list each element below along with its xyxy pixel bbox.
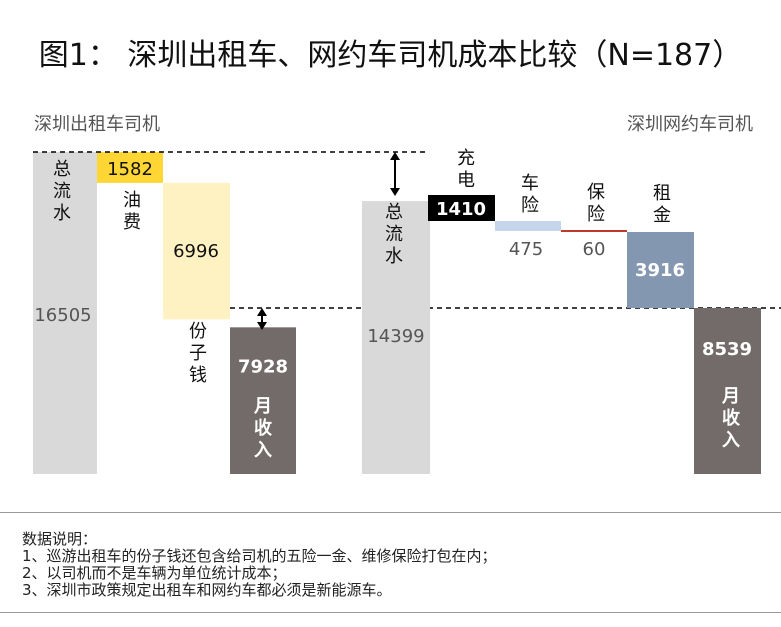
taxi-fee-label: 份 bbox=[189, 321, 207, 342]
taxi-fuel-value: 1582 bbox=[107, 159, 153, 180]
taxi-fuel-label: 费 bbox=[123, 212, 141, 233]
taxi-income-diff-arrow bbox=[257, 308, 267, 316]
taxi-total-label: 总 bbox=[53, 159, 71, 180]
ridehail-carins-label: 险 bbox=[521, 195, 539, 216]
ridehail-total-diff-arrow bbox=[390, 188, 400, 196]
taxi-fuel-label: 油 bbox=[123, 190, 141, 211]
notes-bottom-divider bbox=[0, 612, 781, 613]
group-label-taxi: 深圳出租车司机 bbox=[34, 114, 160, 135]
taxi-total-value: 16505 bbox=[34, 305, 91, 326]
taxi-income-label: 月 bbox=[253, 396, 272, 417]
ridehail-income-label: 入 bbox=[722, 430, 740, 451]
notes-line-1: 1、巡游出租车的份子钱还包含给司机的五险一金、维修保险打包在内； bbox=[22, 547, 497, 565]
taxi-total-bar bbox=[33, 152, 97, 474]
ridehail-rent-label: 金 bbox=[653, 205, 671, 226]
taxi-fee-label: 子 bbox=[189, 343, 207, 364]
taxi-income-label: 入 bbox=[254, 440, 272, 461]
taxi-fee-bar bbox=[163, 182, 230, 320]
taxi-fuel-bar bbox=[97, 152, 163, 183]
taxi-income-bar bbox=[230, 327, 296, 474]
ridehail-income-value: 8539 bbox=[702, 339, 752, 360]
ridehail-total-label: 水 bbox=[385, 246, 403, 267]
ridehail-carins-bar bbox=[495, 221, 561, 231]
ridehail-carins-label: 车 bbox=[521, 173, 539, 194]
chart-title: 图1： 深圳出租车、网约车司机成本比较（N=187） bbox=[38, 38, 743, 73]
ridehail-charging-value: 1410 bbox=[436, 199, 486, 220]
taxi-income-label: 收 bbox=[254, 417, 272, 439]
ridehail-insurance-label: 保 bbox=[587, 182, 605, 203]
taxi-total-label: 水 bbox=[53, 203, 71, 224]
taxi-total-label: 流 bbox=[53, 181, 71, 202]
ridehail-rent-value: 3916 bbox=[635, 260, 685, 281]
data-notes: 数据说明： 1、巡游出租车的份子钱还包含给司机的五险一金、维修保险打包在内； 2… bbox=[22, 531, 497, 599]
ridehail-total-label: 总 bbox=[385, 202, 403, 223]
taxi-income-value: 7928 bbox=[238, 356, 288, 377]
taxi-fee-label: 钱 bbox=[189, 365, 207, 386]
notes-line-2: 2、以司机而不是车辆为单位统计成本； bbox=[22, 564, 287, 582]
notes-top-divider bbox=[0, 512, 781, 513]
ridehail-insurance-bar bbox=[561, 230, 627, 232]
ridehail-insurance-value: 60 bbox=[583, 239, 606, 260]
ridehail-total-value: 14399 bbox=[367, 326, 424, 347]
ridehail-charging-bar bbox=[428, 195, 495, 221]
ridehail-total-diff-arrow bbox=[390, 152, 400, 160]
ridehail-income-bar bbox=[694, 308, 761, 474]
ridehail-income-label: 收 bbox=[722, 407, 740, 429]
notes-line-3: 3、深圳市政策规定出租车和网约车都必须是新能源车。 bbox=[22, 581, 392, 599]
ridehail-charging-label: 充 bbox=[457, 148, 475, 169]
ridehail-total-label: 流 bbox=[385, 224, 403, 245]
ridehail-insurance-label: 险 bbox=[587, 204, 605, 225]
ridehail-rent-bar bbox=[627, 232, 694, 308]
group-label-ridehail: 深圳网约车司机 bbox=[627, 114, 753, 135]
ridehail-total-bar bbox=[362, 201, 430, 474]
taxi-income-diff-arrow bbox=[257, 322, 267, 330]
ridehail-income-label: 月 bbox=[721, 386, 740, 407]
ridehail-rent-label: 租 bbox=[653, 183, 671, 204]
ridehail-charging-label: 电 bbox=[457, 170, 475, 191]
taxi-fee-value: 6996 bbox=[173, 241, 219, 262]
notes-heading: 数据说明： bbox=[22, 530, 98, 548]
ridehail-carins-value: 475 bbox=[509, 239, 543, 260]
